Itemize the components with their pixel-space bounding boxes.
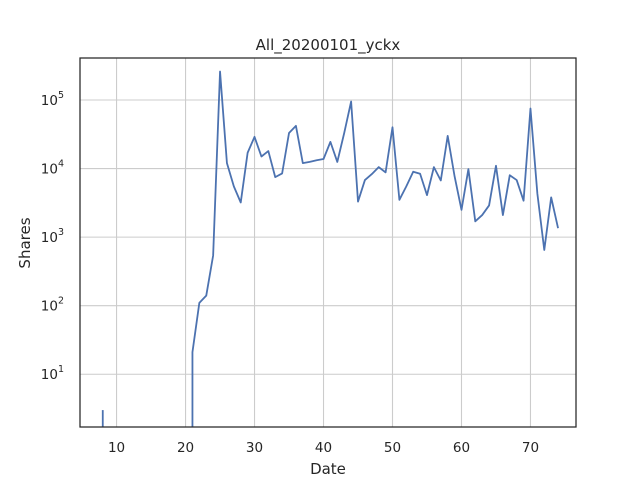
x-tick-label: 50 [384,440,401,456]
plot-area [80,58,576,427]
x-tick-label: 30 [246,440,263,456]
chart-title: All_20200101_yckx [256,36,401,55]
series-line [191,70,559,427]
y-axis-title: Shares [16,217,34,268]
x-tick-label: 20 [177,440,194,456]
x-tick-label: 10 [108,440,125,456]
series-group [101,70,559,427]
grid [80,58,576,427]
x-tick-label: 70 [522,440,539,456]
x-tick-labels: 10 20 30 40 50 60 70 [108,440,539,456]
x-tick-label: 40 [315,440,332,456]
x-axis-title: Date [310,460,346,478]
x-tick-label: 60 [453,440,470,456]
plot-frame [79,57,577,428]
